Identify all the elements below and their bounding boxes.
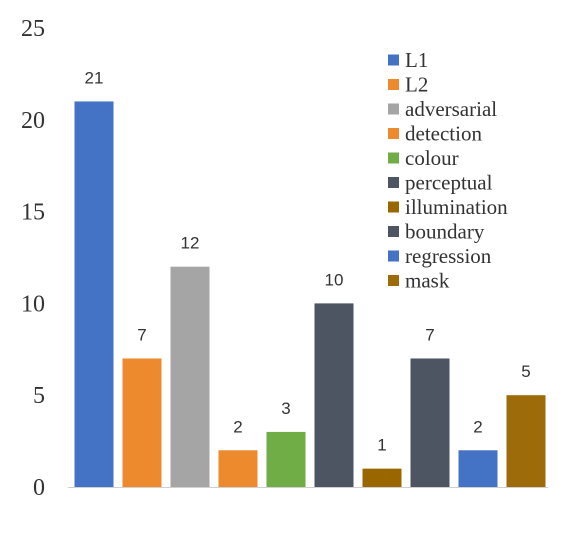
legend-label-mask: mask [405,269,450,293]
bar-regression [458,450,498,487]
y-axis: 0 5 10 15 20 25 [21,16,45,501]
legend-swatch-detection [388,128,399,139]
legend-swatch-regression [388,250,399,262]
legend-label-colour: colour [405,146,459,170]
y-tick-label: 20 [21,108,45,134]
legend-label-illumination: illumination [405,195,508,219]
bar-detection [218,450,258,487]
bar-adversarial [170,266,210,487]
legend-swatch-colour [388,152,399,164]
legend-swatch-illumination [388,201,399,213]
data-label-mask: 5 [521,362,530,381]
data-label-perceptual: 10 [325,270,344,289]
legend-swatch-perceptual [388,177,399,188]
y-tick-label: 10 [21,291,45,317]
data-label-illumination: 1 [377,436,386,455]
bars [74,101,546,487]
data-label-regression: 2 [473,417,482,436]
legend-swatch-boundary [388,226,399,237]
bar-L1 [74,101,114,487]
y-tick-label: 0 [33,475,45,501]
legend-swatch-adversarial [388,103,399,115]
legend-label-L2: L2 [405,73,428,97]
bar-illumination [362,468,402,487]
y-tick-label: 25 [21,16,45,42]
data-label-adversarial: 12 [181,234,200,253]
legend-label-boundary: boundary [405,220,485,244]
data-label-boundary: 7 [425,325,434,344]
legend-label-regression: regression [405,244,492,268]
data-label-colour: 3 [281,399,290,418]
legend-label-L1: L1 [405,48,428,72]
bar-boundary [410,358,450,487]
bar-colour [266,431,306,487]
legend: L1L2adversarialdetectioncolourperceptual… [388,48,508,293]
data-label-detection: 2 [233,417,242,436]
bar-mask [506,395,546,487]
legend-label-perceptual: perceptual [405,171,493,195]
data-label-L1: 21 [85,68,104,87]
legend-swatch-mask [388,275,399,286]
y-tick-label: 15 [21,200,45,226]
data-label-L2: 7 [137,325,146,344]
bar-L2 [122,358,162,487]
legend-swatch-L2 [388,79,399,90]
legend-label-adversarial: adversarial [405,97,497,121]
legend-swatch-L1 [388,54,399,66]
bar-perceptual [314,303,354,487]
y-tick-label: 5 [33,383,45,409]
legend-label-detection: detection [405,122,482,146]
